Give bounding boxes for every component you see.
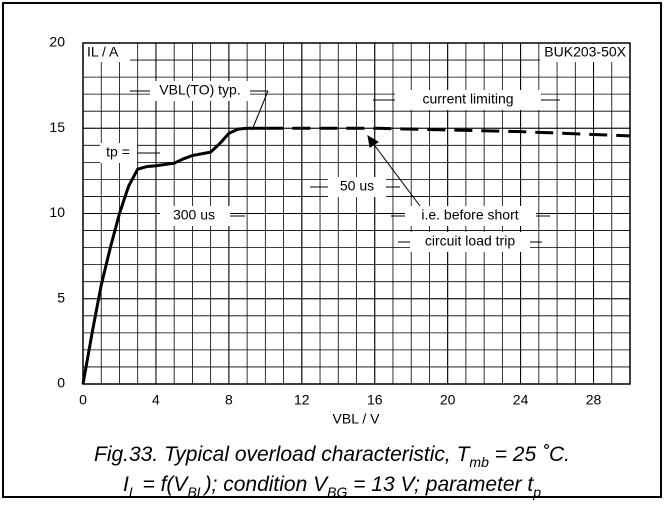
label-bg xyxy=(328,177,386,197)
caption-subscript: BG xyxy=(327,484,347,500)
label-bg xyxy=(540,44,629,62)
plot-border xyxy=(82,42,631,385)
label-bg xyxy=(405,206,536,226)
curve xyxy=(81,126,266,385)
label-bg xyxy=(150,81,250,101)
x-tick-label: 28 xyxy=(586,392,602,408)
y-axis-label: IL / A xyxy=(87,44,119,60)
caption-subscript: L xyxy=(129,484,137,500)
label-bg xyxy=(160,206,230,226)
caption-text: = f(V xyxy=(137,473,190,496)
y-tick-label: 10 xyxy=(49,204,65,220)
leaders xyxy=(130,90,560,243)
frame xyxy=(2,2,662,498)
y-tick-label: 0 xyxy=(57,375,65,391)
leader xyxy=(251,90,269,131)
annotation: 50 us xyxy=(340,178,374,194)
marks xyxy=(81,126,631,385)
x-axis-label: VBL / V xyxy=(333,411,381,427)
x-tick-label: 24 xyxy=(513,392,529,408)
annotation: circuit load trip xyxy=(425,233,515,249)
annotation: 300 us xyxy=(173,207,215,223)
x-tick-label: 12 xyxy=(294,392,310,408)
label-bg xyxy=(410,232,530,252)
caption-text: = 13 V; parameter t xyxy=(347,473,534,496)
y-tick-label: 15 xyxy=(49,119,65,135)
x-tick-label: 8 xyxy=(225,392,233,408)
x-tick-label: 16 xyxy=(367,392,383,408)
arrowhead xyxy=(367,135,379,148)
y-tick-label: 20 xyxy=(49,34,65,50)
caption-subscript: BL xyxy=(187,484,204,500)
label-bg xyxy=(84,44,130,62)
x-tick-label: 20 xyxy=(440,392,456,408)
x-tick-label: 0 xyxy=(79,392,87,408)
caption-text: Fig.33. Typical overload characteristic,… xyxy=(94,443,472,466)
part-number: BUK203-50X xyxy=(544,44,626,60)
annotation: tp = xyxy=(106,144,130,160)
caption-text: ); condition V xyxy=(202,473,330,496)
annotation: i.e. before short xyxy=(421,207,518,223)
annotation: VBL(TO) typ. xyxy=(159,82,240,98)
caption-subscript: p xyxy=(532,484,541,500)
caption-text: = 25 ˚C. xyxy=(489,443,570,466)
annotation: current limiting xyxy=(422,91,513,107)
caption-text: I xyxy=(123,473,129,496)
x-tick-label: 4 xyxy=(152,392,160,408)
y-tick-label: 5 xyxy=(57,289,65,305)
arrow xyxy=(371,141,421,207)
caption: Fig.33. Typical overload characteristic,… xyxy=(94,443,570,470)
caption: IL = f(VBL); condition VBG = 13 V; param… xyxy=(123,473,541,500)
label-bg xyxy=(395,90,541,110)
label-bg xyxy=(100,143,137,163)
caption-subscript: mb xyxy=(469,454,489,470)
